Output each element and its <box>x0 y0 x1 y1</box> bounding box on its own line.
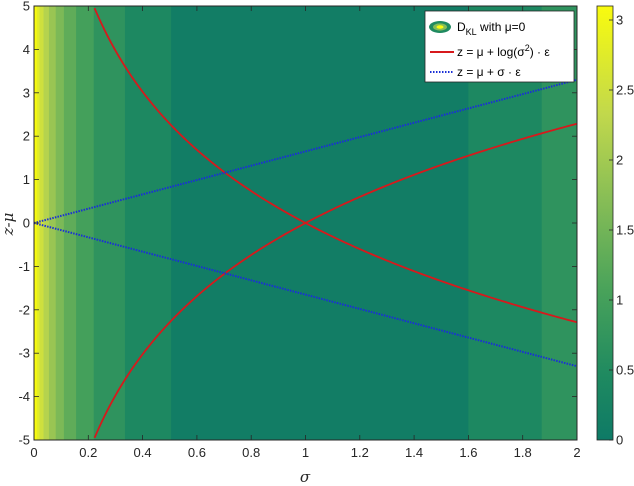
x-tick-label: 0.6 <box>188 445 206 460</box>
y-tick-label: -1 <box>18 259 30 274</box>
colorbar-tick-label: 1.5 <box>616 223 634 238</box>
colorbar-ticks: 0 0.5 1 1.5 2 2.5 3 <box>609 13 634 448</box>
x-axis-ticks: 0 0.2 0.4 0.6 0.8 1 1.2 1.4 1.6 1.8 2 <box>30 6 581 460</box>
heatmap-band <box>39 6 44 440</box>
y-tick-label: -4 <box>18 389 30 404</box>
colorbar-gradient <box>596 5 614 441</box>
x-tick-label: 1.6 <box>459 445 477 460</box>
series-log-line <box>93 7 577 324</box>
colorbar: 0 0.5 1 1.5 2 2.5 3 <box>596 5 634 448</box>
colorbar-tick-label: 3 <box>616 13 623 28</box>
y-axis-ticks: -5 -4 -3 -2 -1 0 1 2 3 4 5 <box>18 0 577 448</box>
legend-entry-log: z = μ + log(σ2) · ε <box>430 43 550 59</box>
y-axis-label: z-μ <box>0 213 17 237</box>
y-tick-label: 1 <box>23 172 30 187</box>
svg-text:z = μ + σ · ε: z = μ + σ · ε <box>457 65 521 79</box>
y-tick-label: 5 <box>23 0 30 14</box>
x-tick-label: 1.4 <box>405 445 423 460</box>
x-tick-label: 1.2 <box>351 445 369 460</box>
x-tick-label: 0.8 <box>242 445 260 460</box>
y-tick-label: 3 <box>23 85 30 100</box>
heatmap-band <box>93 6 126 440</box>
x-tick-label: 0.2 <box>79 445 97 460</box>
y-tick-label: 0 <box>23 216 30 231</box>
svg-text:DKL with μ=0: DKL with μ=0 <box>457 20 526 37</box>
heatmap-band <box>55 6 65 440</box>
heatmap-band <box>43 6 50 440</box>
heatmap-band <box>48 6 57 440</box>
colorbar-tick-label: 1 <box>616 293 623 308</box>
heatmap-band <box>76 6 95 440</box>
series-linear-line <box>34 222 577 368</box>
legend-entry-dkl: DKL with μ=0 <box>429 20 526 37</box>
heatmap-band <box>171 6 469 440</box>
colorbar-tick-label: 0.5 <box>616 363 634 378</box>
legend: DKL with μ=0 z = μ + log(σ2) · ε z = μ +… <box>424 10 575 83</box>
colorbar-tick-label: 2.5 <box>616 83 634 98</box>
x-tick-label: 2 <box>573 445 580 460</box>
heatmap-band <box>124 6 172 440</box>
series-linear-line <box>34 78 577 224</box>
heatmap-band <box>63 6 77 440</box>
legend-entry-linear: z = μ + σ · ε <box>430 65 521 79</box>
y-tick-label: 2 <box>23 129 30 144</box>
y-tick-label: -3 <box>18 346 30 361</box>
legend-box <box>424 10 575 83</box>
series-lines <box>34 7 577 439</box>
colorbar-tick-label: 2 <box>616 153 623 168</box>
svg-text:z = μ + log(σ2) · ε: z = μ + log(σ2) · ε <box>457 43 550 59</box>
y-tick-label: -2 <box>18 302 30 317</box>
y-tick-label: 4 <box>23 42 30 57</box>
y-tick-label: -5 <box>18 433 30 448</box>
x-tick-label: 1 <box>302 445 309 460</box>
x-axis-label: σ <box>300 468 311 486</box>
colorbar-tick-label: 0 <box>616 433 623 448</box>
x-tick-label: 0.4 <box>134 445 152 460</box>
x-tick-label: 0 <box>30 445 37 460</box>
x-tick-label: 1.8 <box>514 445 532 460</box>
series-log-line <box>93 122 577 439</box>
